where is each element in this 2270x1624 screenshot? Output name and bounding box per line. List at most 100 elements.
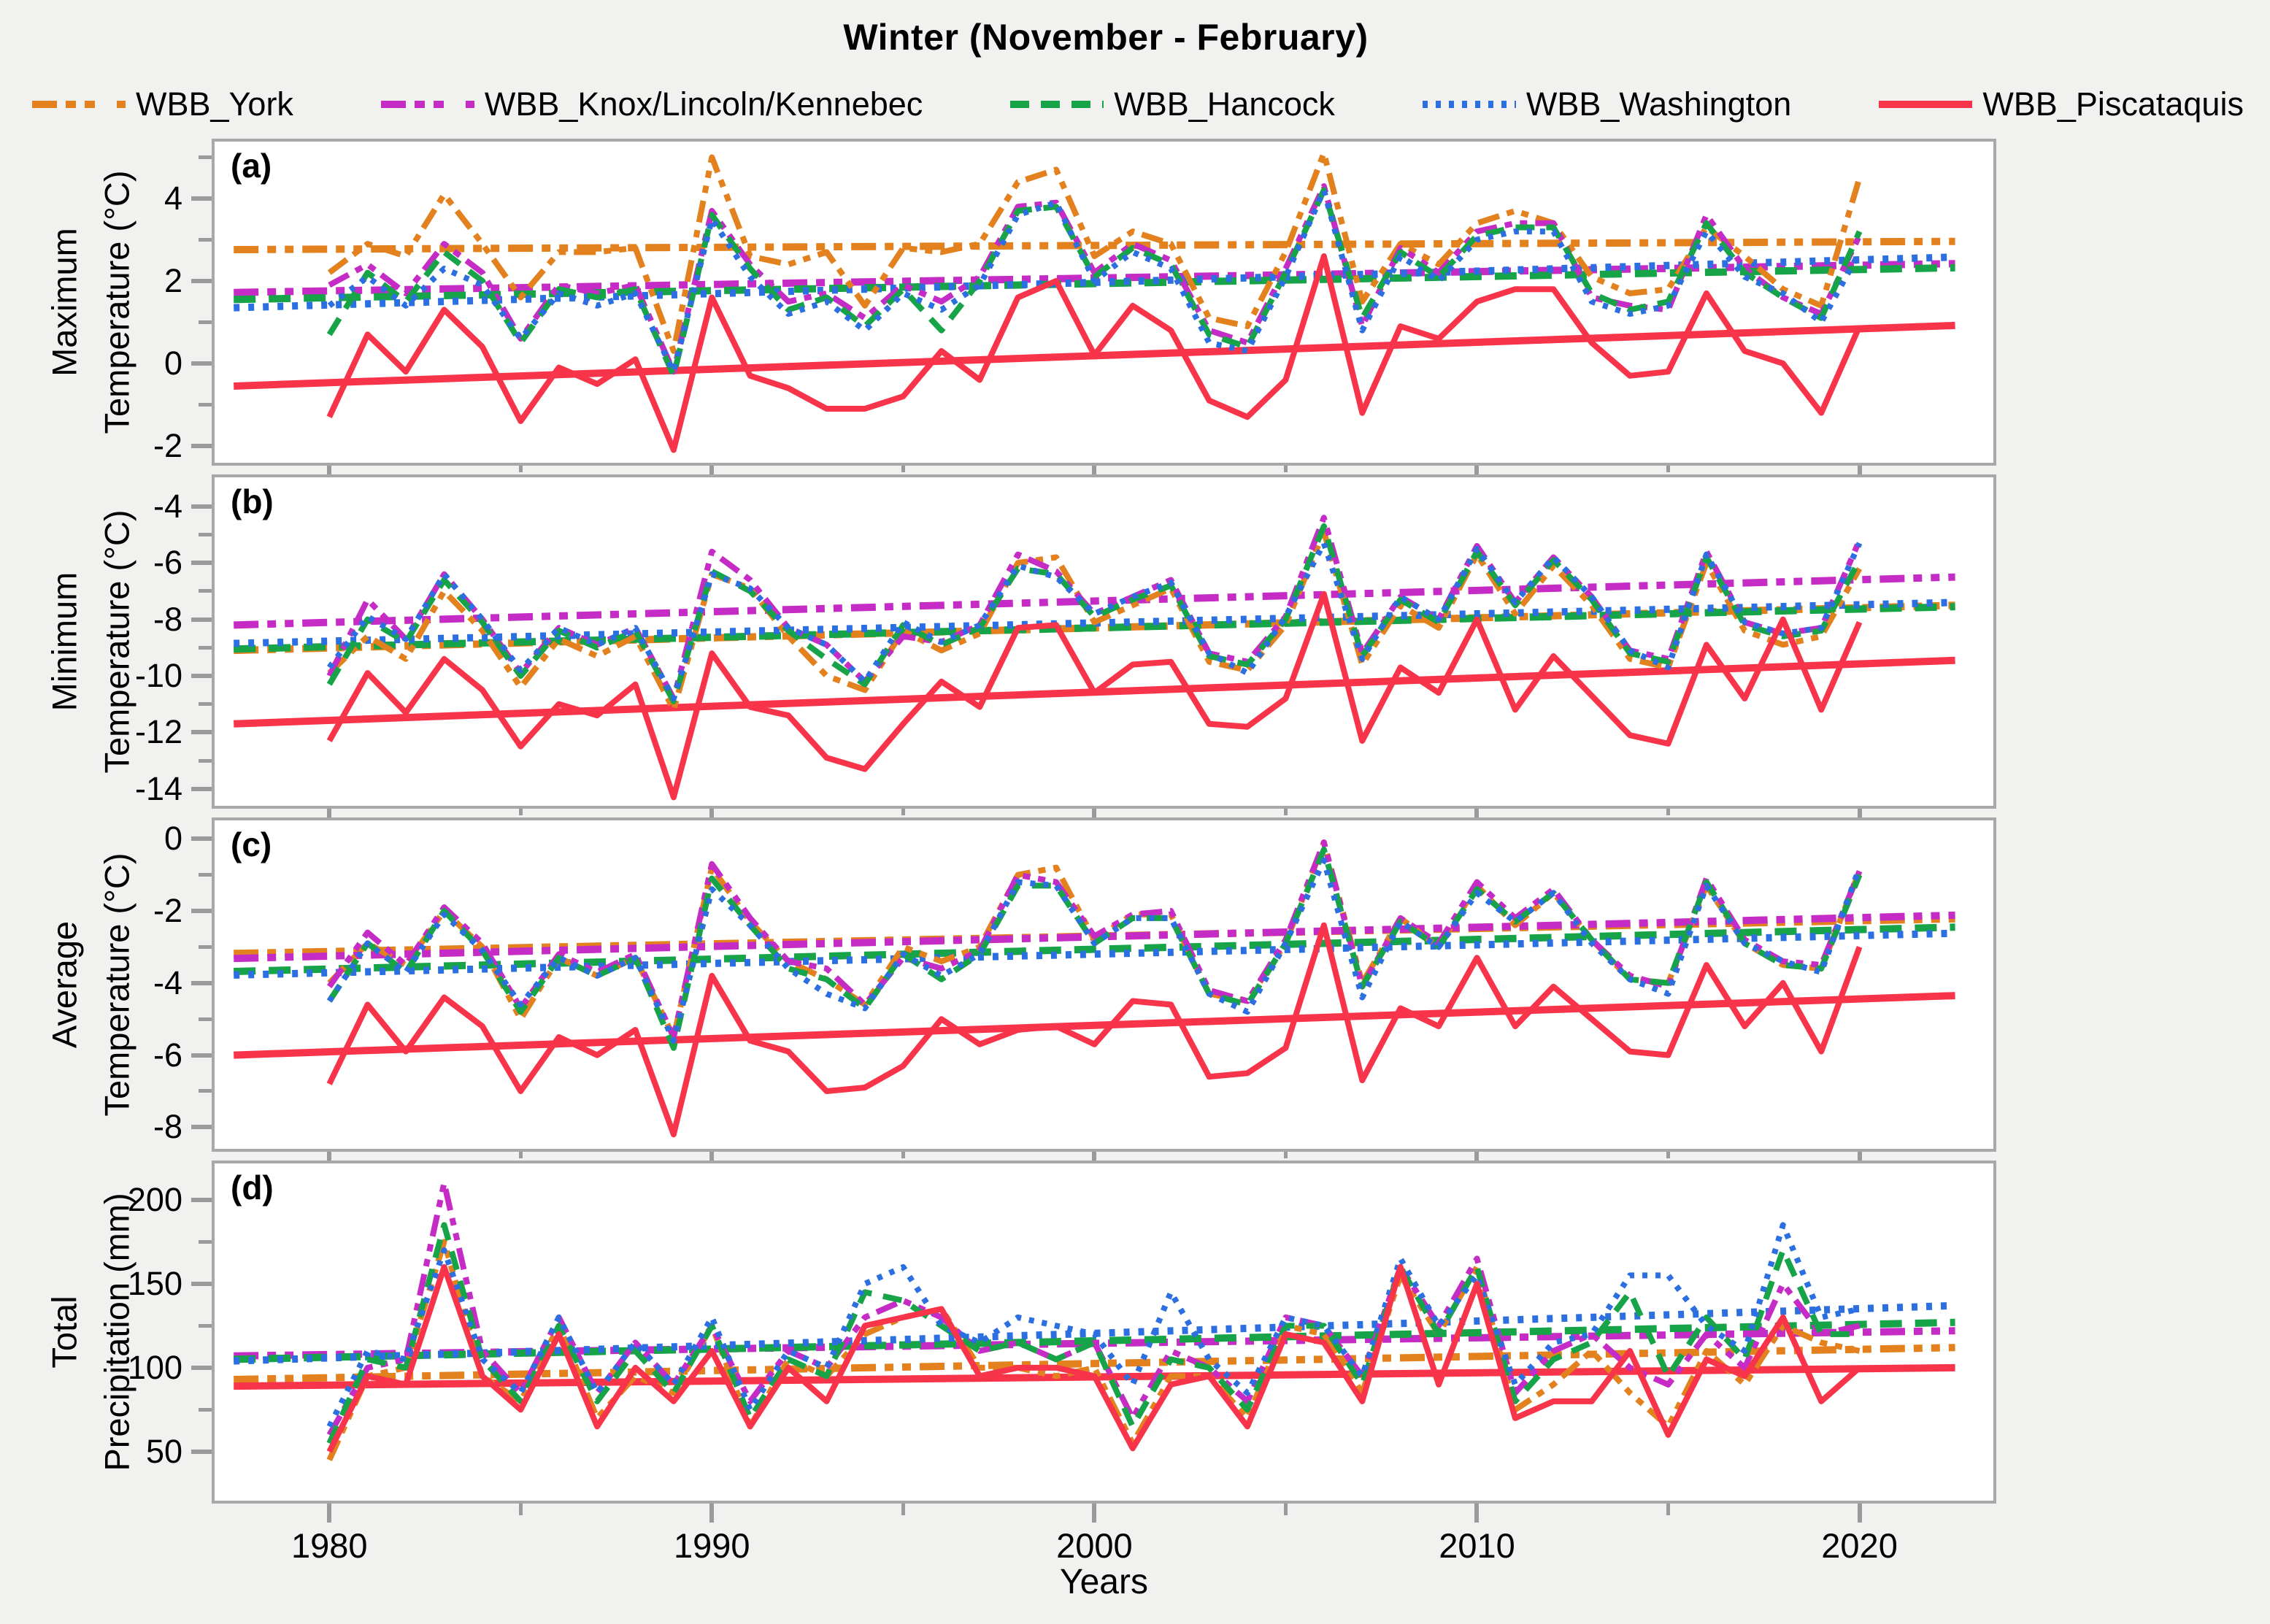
x-minor-tick	[1283, 809, 1288, 815]
legend-label-knox: WBB_Knox/Lincoln/Kennebec	[484, 85, 923, 123]
y-major-tick-max-temp	[191, 278, 212, 283]
x-major-tick	[1474, 1504, 1480, 1523]
series-line-piscataquis-avg-temp	[326, 922, 1863, 1138]
legend-line-swatch-york	[32, 101, 126, 108]
y-major-tick-min-temp	[191, 504, 212, 509]
y-tick-label-min-temp: -4	[153, 487, 182, 525]
x-minor-tick	[901, 1152, 905, 1158]
y-major-tick-min-temp	[191, 617, 212, 622]
y-minor-tick-min-temp	[199, 533, 212, 537]
x-major-tick	[1092, 466, 1097, 474]
x-major-tick	[1857, 1504, 1862, 1523]
x-major-tick	[327, 809, 332, 817]
y-axis-title-outer-max-temp: Maximum	[45, 228, 84, 377]
y-minor-tick-precip	[199, 1407, 212, 1412]
series-line-knox-max-temp	[328, 183, 1863, 375]
y-tick-label-max-temp: -2	[153, 426, 182, 464]
x-major-tick	[327, 466, 332, 474]
x-minor-tick	[1283, 1504, 1288, 1515]
legend-item-knox: WBB_Knox/Lincoln/Kennebec	[380, 85, 923, 123]
x-major-tick	[1474, 1152, 1480, 1161]
y-minor-tick-min-temp	[199, 758, 212, 763]
trend-line-washington-avg-temp	[234, 929, 1955, 979]
series-line-york-min-temp	[327, 528, 1863, 713]
series-line-piscataquis-precip	[326, 1263, 1862, 1453]
y-minor-tick-min-temp	[199, 702, 212, 707]
x-major-tick	[709, 466, 715, 474]
y-minor-tick-max-temp	[199, 237, 212, 242]
y-tick-label-min-temp: -14	[134, 769, 182, 807]
y-minor-tick-min-temp	[199, 589, 212, 593]
x-major-tick	[709, 1152, 715, 1161]
x-tick-label: 2020	[1821, 1526, 1898, 1565]
trend-line-knox-min-temp	[234, 573, 1955, 629]
y-tick-label-min-temp: -12	[134, 713, 182, 751]
y-major-tick-min-temp	[191, 561, 212, 566]
y-tick-label-avg-temp: -4	[153, 963, 182, 1001]
y-minor-tick-precip	[199, 1239, 212, 1244]
x-major-tick	[1092, 1504, 1097, 1523]
plot-max-temp	[234, 150, 1955, 453]
y-axis-title-inner-min-temp: Temperature (°C)	[97, 509, 136, 774]
y-minor-tick-max-temp	[199, 155, 212, 159]
series-line-piscataquis-min-temp	[326, 590, 1863, 801]
y-tick-label-precip: 50	[145, 1432, 182, 1470]
x-major-tick	[327, 1504, 332, 1523]
x-minor-tick	[1666, 1504, 1671, 1515]
y-axis-title-inner-avg-temp: Temperature (°C)	[97, 853, 136, 1117]
x-tick-label: 2010	[1439, 1526, 1515, 1565]
panel-label-min-temp: (b)	[231, 482, 274, 520]
x-major-tick	[1857, 466, 1862, 474]
panel-label-precip: (d)	[231, 1169, 274, 1207]
x-minor-tick	[518, 1504, 523, 1515]
y-major-tick-min-temp	[191, 730, 212, 735]
series-line-washington-precip	[326, 1222, 1861, 1428]
y-major-tick-precip	[191, 1449, 212, 1454]
legend-line-swatch-hancock	[1010, 101, 1104, 108]
x-minor-tick	[518, 1152, 523, 1158]
legend-line-swatch-piscataquis	[1879, 101, 1973, 108]
legend-item-washington: WBB_Washington	[1422, 85, 1792, 123]
trend-line-washington-max-temp	[234, 253, 1955, 312]
x-minor-tick	[1283, 1152, 1288, 1158]
legend-label-piscataquis: WBB_Piscataquis	[1982, 85, 2244, 123]
y-tick-label-avg-temp: -8	[153, 1108, 182, 1146]
legend-line-swatch-washington	[1422, 101, 1516, 108]
y-tick-label-min-temp: -8	[153, 600, 182, 638]
panel-precip: (d)	[212, 1161, 1996, 1504]
y-major-tick-avg-temp	[191, 1125, 212, 1130]
plot-avg-temp	[234, 839, 1955, 1138]
x-tick-label: 2000	[1056, 1526, 1133, 1565]
y-major-tick-precip	[191, 1365, 212, 1370]
y-axis-title-outer-avg-temp: Average	[45, 920, 84, 1049]
legend-label-washington: WBB_Washington	[1525, 85, 1792, 123]
x-major-tick	[709, 809, 715, 817]
trend-line-york-max-temp	[234, 237, 1955, 253]
y-minor-tick-min-temp	[199, 645, 212, 650]
y-tick-label-max-temp: 0	[163, 344, 182, 382]
y-tick-label-max-temp: 2	[163, 261, 182, 299]
y-tick-label-max-temp: 4	[163, 179, 182, 217]
x-major-tick	[1474, 466, 1480, 474]
series-line-york-max-temp	[327, 150, 1863, 354]
trend-line-hancock-min-temp	[234, 603, 1955, 653]
trend-line-washington-precip	[234, 1301, 1955, 1365]
legend-item-piscataquis: WBB_Piscataquis	[1879, 85, 2244, 123]
series-line-hancock-precip	[326, 1222, 1860, 1445]
plot-precip	[234, 1179, 1955, 1461]
y-major-tick-max-temp	[191, 361, 212, 366]
y-axis-title-inner-max-temp: Temperature (°C)	[97, 170, 136, 434]
x-minor-tick	[518, 466, 523, 472]
x-major-tick	[1092, 809, 1097, 817]
y-axis-title-outer-precip: Total	[45, 1296, 84, 1369]
trend-line-washington-min-temp	[234, 599, 1955, 647]
legend-line-swatch-knox	[380, 101, 474, 108]
x-major-tick	[1474, 809, 1480, 817]
x-minor-tick	[1666, 1152, 1671, 1158]
y-major-tick-avg-temp	[191, 836, 212, 842]
panel-min-temp: (b)	[212, 474, 1996, 809]
x-minor-tick	[1666, 809, 1671, 815]
x-major-tick	[327, 1152, 332, 1161]
y-tick-label-precip: 100	[127, 1348, 182, 1386]
x-minor-tick	[1666, 466, 1671, 472]
